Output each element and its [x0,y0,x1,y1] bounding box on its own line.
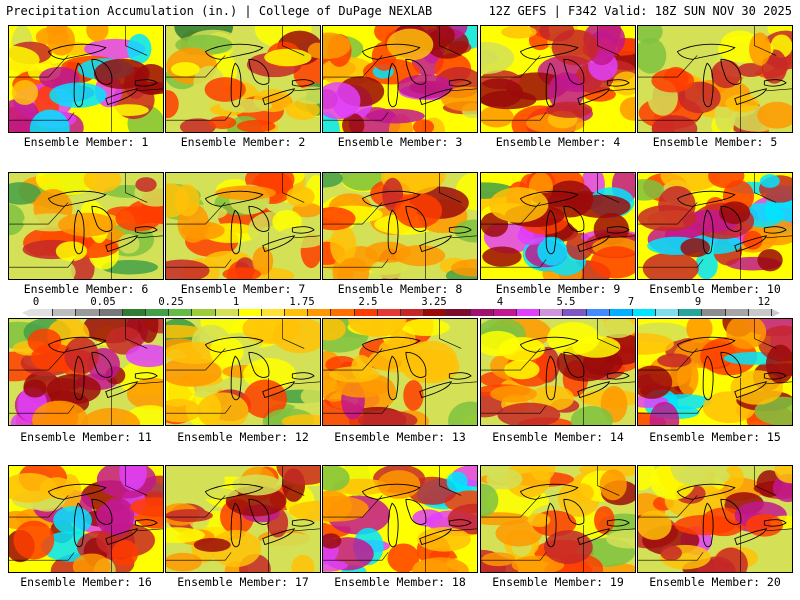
legend-swatch [586,309,610,316]
legend-swatch [516,309,541,316]
ensemble-member-map [8,318,164,426]
legend-swatch [30,309,54,316]
legend-swatch [748,309,772,316]
legend-swatch [447,309,471,316]
ensemble-member-map [480,318,636,426]
legend-swatch [285,309,309,316]
ensemble-member-label: Ensemble Member: 19 [492,575,624,589]
legend-swatch [122,309,146,316]
ensemble-member-map [165,465,321,573]
legend-tick-label: 3.25 [421,296,447,308]
ensemble-member-label: Ensemble Member: 10 [649,282,781,296]
ensemble-member-map [8,465,164,573]
ensemble-member-label: Ensemble Member: 15 [649,430,781,444]
ensemble-member-label: Ensemble Member: 5 [652,135,778,149]
legend-tick-label: 12 [757,296,771,308]
ensemble-member-map [165,172,321,280]
legend-swatch [401,309,425,316]
ensemble-member-map [165,25,321,133]
ensemble-member-map [480,25,636,133]
legend-swatch [470,309,494,316]
legend-tick-label: 4 [496,296,504,308]
legend-color-bar [30,309,772,316]
legend-swatch [308,309,332,316]
ensemble-member-map [322,465,478,573]
ensemble-member-label: Ensemble Member: 6 [23,282,149,296]
legend-swatch [702,309,726,316]
ensemble-member-label: Ensemble Member: 17 [177,575,309,589]
legend-tick-label: 2.5 [358,296,378,308]
legend-swatch [493,309,517,316]
ensemble-member-label: Ensemble Member: 14 [492,430,624,444]
ensemble-member-label: Ensemble Member: 8 [337,282,463,296]
ensemble-member-map [165,318,321,426]
ensemble-member-label: Ensemble Member: 1 [23,135,149,149]
legend-swatch [725,309,749,316]
ensemble-member-label: Ensemble Member: 12 [177,430,309,444]
ensemble-member-map [322,25,478,133]
ensemble-member-map [8,25,164,133]
legend-tick-label: 1 [232,296,240,308]
ensemble-member-label: Ensemble Member: 7 [180,282,306,296]
legend-swatch [238,309,262,316]
legend-tick-label: 7 [627,296,635,308]
legend-tick-label: 9 [694,296,702,308]
legend-swatch [563,309,587,316]
ensemble-member-label: Ensemble Member: 13 [334,430,466,444]
legend-tick-label: 5.5 [556,296,576,308]
legend-swatch [632,309,657,316]
ensemble-member-map [8,172,164,280]
legend-tick-label: 0.25 [158,296,184,308]
map-title: Precipitation Accumulation (in.) | Colle… [6,4,433,18]
ensemble-member-map [637,25,793,133]
ensemble-member-map [637,318,793,426]
legend-left-arrow [22,309,30,317]
ensemble-member-map [480,172,636,280]
legend-right-arrow [772,309,780,317]
legend-swatch [76,309,100,316]
legend-swatch [354,309,378,316]
ensemble-member-label: Ensemble Member: 18 [334,575,466,589]
precipitation-color-legend: 0 0.05 0.25 1 1.75 2.5 3.25 4 5.5 7 9 12 [10,296,790,320]
legend-swatch [377,309,401,316]
legend-swatch [261,309,286,316]
ensemble-member-label: Ensemble Member: 9 [495,282,621,296]
legend-swatch [99,309,123,316]
legend-swatch [145,309,170,316]
legend-tick-label: 0 [32,296,40,308]
ensemble-member-label: Ensemble Member: 2 [180,135,306,149]
legend-swatch [215,309,239,316]
legend-swatch [53,309,77,316]
ensemble-member-label: Ensemble Member: 4 [495,135,621,149]
legend-swatch [679,309,703,316]
legend-tick-label: 0.05 [90,296,116,308]
ensemble-member-map [637,465,793,573]
ensemble-member-map [322,318,478,426]
ensemble-member-map [637,172,793,280]
ensemble-member-label: Ensemble Member: 20 [649,575,781,589]
legend-swatch [656,309,680,316]
ensemble-member-map [322,172,478,280]
legend-swatch [609,309,633,316]
legend-tick-label: 1.75 [289,296,315,308]
ensemble-member-label: Ensemble Member: 3 [337,135,463,149]
legend-swatch [169,309,193,316]
ensemble-member-map [480,465,636,573]
legend-swatch [192,309,216,316]
legend-swatch [331,309,355,316]
legend-swatch [424,309,448,316]
ensemble-member-label: Ensemble Member: 16 [20,575,152,589]
legend-swatch [540,309,564,316]
model-run-info: 12Z GEFS | F342 Valid: 18Z SUN NOV 30 20… [488,4,792,18]
ensemble-member-label: Ensemble Member: 11 [20,430,152,444]
